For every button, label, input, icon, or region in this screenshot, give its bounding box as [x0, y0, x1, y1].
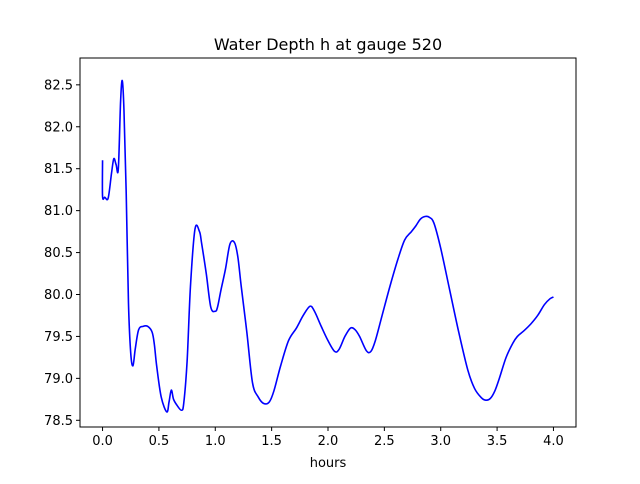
- x-tick-label: 0.5: [149, 434, 170, 449]
- y-tick-label: 79.0: [44, 372, 73, 387]
- y-tick-label: 80.0: [44, 288, 73, 303]
- y-tick-label: 82.0: [44, 120, 73, 135]
- x-tick-label: 4.0: [543, 434, 564, 449]
- water-depth-line: [101, 79, 554, 413]
- y-tick-label: 78.5: [44, 414, 73, 429]
- x-axis-label: hours: [310, 456, 347, 471]
- x-tick-label: 3.5: [487, 434, 508, 449]
- y-tick-label: 80.5: [44, 246, 73, 261]
- x-tick-label: 2.5: [374, 434, 395, 449]
- x-tick-label: 2.0: [318, 434, 339, 449]
- y-tick-label: 81.5: [44, 162, 73, 177]
- y-tick-label: 79.5: [44, 330, 73, 345]
- x-tick-label: 1.5: [261, 434, 282, 449]
- series-layer: [101, 79, 554, 413]
- x-tick-label: 1.0: [205, 434, 226, 449]
- y-tick-label: 82.5: [44, 78, 73, 93]
- chart-title: Water Depth h at gauge 520: [214, 35, 442, 54]
- ticks-layer: 0.0 0.5 1.0 1.5 2.0 2.5 3.0 3.5 4.0 78.5 79.0 79.5 8…: [44, 78, 564, 449]
- y-tick-label: 81.0: [44, 204, 73, 219]
- x-tick-label: 0.0: [92, 434, 113, 449]
- x-tick-label: 3.0: [430, 434, 451, 449]
- plot-frame: [79, 57, 577, 428]
